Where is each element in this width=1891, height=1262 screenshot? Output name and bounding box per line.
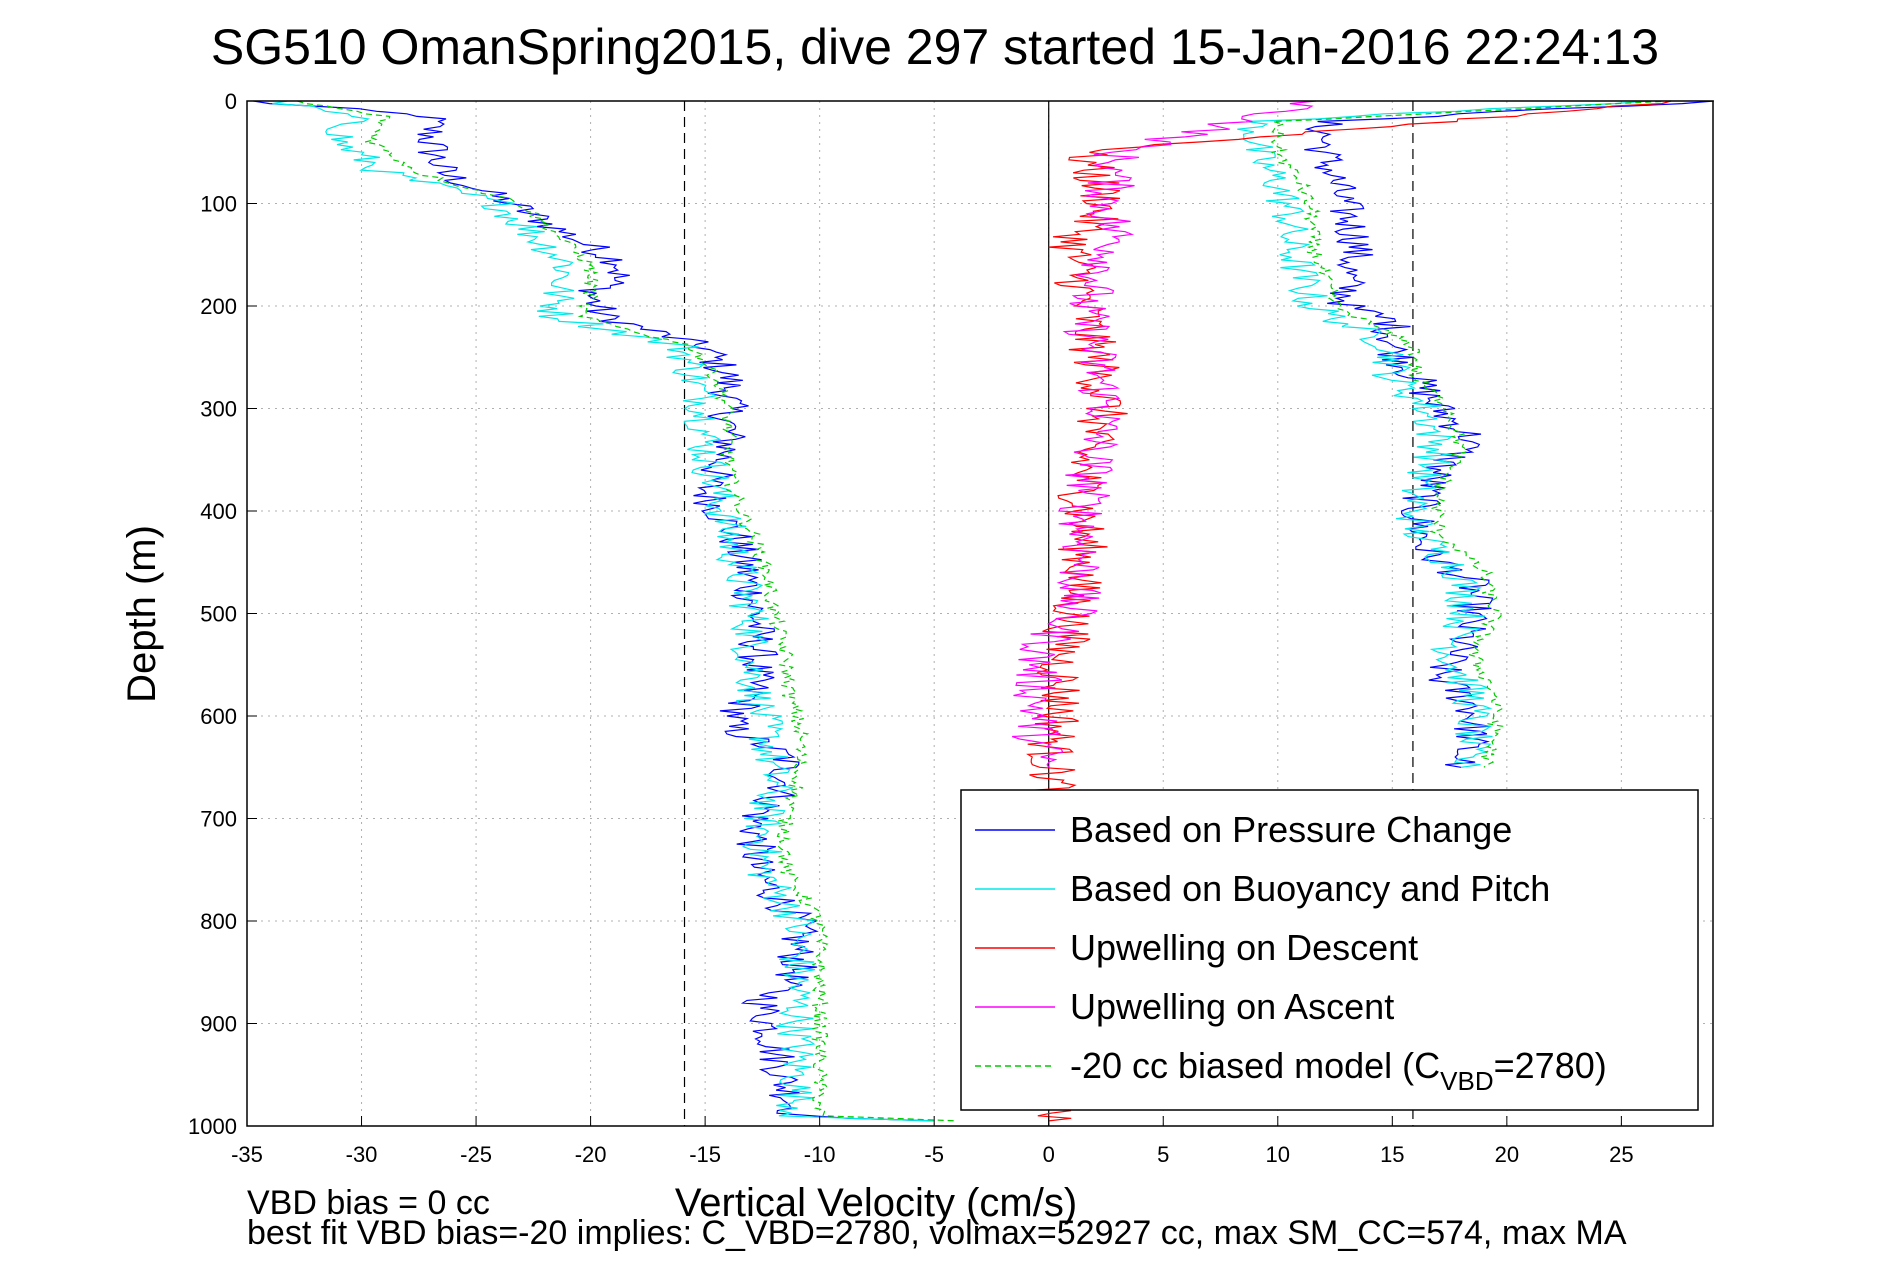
legend: Based on Pressure Change Based on Buoyanc… bbox=[960, 789, 1699, 1111]
legend-label-0: Based on Pressure Change bbox=[1070, 809, 1512, 850]
footer-line-1: VBD bias = 0 cc bbox=[247, 1184, 490, 1222]
x-tick-labels: -35 -30 -25 -20 -15 -10 -5 0 5 10 15 20 25 bbox=[231, 1116, 1634, 1167]
x-tick-label-10: 15 bbox=[1380, 1142, 1404, 1167]
y-tick-label-3: 300 bbox=[200, 397, 237, 422]
series-1 bbox=[272, 100, 1649, 1122]
y-tick-label-6: 600 bbox=[200, 704, 237, 729]
series-4 bbox=[297, 100, 1672, 1122]
series-0 bbox=[253, 100, 1714, 1122]
legend-label-3: Upwelling on Ascent bbox=[1070, 986, 1394, 1027]
y-tick-labels: 0 100 200 300 400 500 600 700 800 900 1000 bbox=[188, 89, 257, 1139]
x-tick-label-5: -10 bbox=[804, 1142, 836, 1167]
legend-label-4: -20 cc biased model (CVBD=2780) bbox=[1070, 1045, 1607, 1096]
x-tick-label-8: 5 bbox=[1157, 1142, 1169, 1167]
series-layer bbox=[253, 100, 1714, 1122]
x-tick-label-9: 10 bbox=[1266, 1142, 1290, 1167]
series-3 bbox=[1012, 100, 1317, 768]
x-tick-label-2: -25 bbox=[460, 1142, 492, 1167]
x-tick-label-12: 25 bbox=[1609, 1142, 1633, 1167]
series-4-ascent-line bbox=[1270, 100, 1672, 768]
y-tick-label-1: 100 bbox=[200, 192, 237, 217]
series-3-line bbox=[1012, 100, 1317, 768]
y-tick-label-9: 900 bbox=[200, 1012, 237, 1037]
x-tick-label-4: -15 bbox=[689, 1142, 721, 1167]
series-1-descent-line bbox=[272, 100, 935, 1122]
x-tick-label-6: -5 bbox=[924, 1142, 944, 1167]
x-tick-label-1: -30 bbox=[346, 1142, 378, 1167]
x-tick-label-3: -20 bbox=[575, 1142, 607, 1167]
series-4-descent-line bbox=[297, 100, 958, 1122]
series-1-ascent-line bbox=[1237, 100, 1649, 768]
x-axis-label: Vertical Velocity (cm/s) bbox=[675, 1181, 1077, 1225]
x-tick-label-11: 20 bbox=[1495, 1142, 1519, 1167]
footer-line-2: best fit VBD bias=-20 implies: C_VBD=278… bbox=[247, 1214, 1627, 1252]
y-axis-label: Depth (m) bbox=[120, 525, 164, 703]
y-tick-label-7: 700 bbox=[200, 807, 237, 832]
y-tick-label-5: 500 bbox=[200, 602, 237, 627]
y-tick-label-8: 800 bbox=[200, 909, 237, 934]
legend-label-2: Upwelling on Descent bbox=[1070, 927, 1418, 968]
x-tick-label-7: 0 bbox=[1043, 1142, 1055, 1167]
y-tick-label-2: 200 bbox=[200, 294, 237, 319]
series-0-descent-line bbox=[253, 100, 935, 1122]
series-0-ascent-line bbox=[1304, 100, 1714, 768]
y-tick-label-4: 400 bbox=[200, 499, 237, 524]
x-tick-label-0: -35 bbox=[231, 1142, 263, 1167]
chart-title: SG510 OmanSpring2015, dive 297 started 1… bbox=[211, 19, 1659, 75]
legend-box bbox=[960, 789, 1699, 1111]
legend-items: Based on Pressure Change Based on Buoyanc… bbox=[975, 809, 1607, 1096]
y-tick-label-0: 0 bbox=[225, 89, 237, 114]
legend-label-1: Based on Buoyancy and Pitch bbox=[1070, 868, 1550, 909]
y-tick-label-10: 1000 bbox=[188, 1114, 237, 1139]
